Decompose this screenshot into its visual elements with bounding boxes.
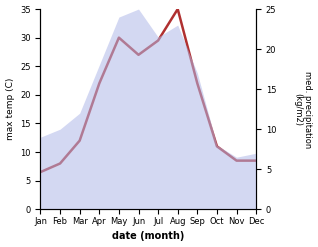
Y-axis label: med. precipitation
(kg/m2): med. precipitation (kg/m2) [293,71,313,148]
X-axis label: date (month): date (month) [112,231,184,242]
Y-axis label: max temp (C): max temp (C) [5,78,15,140]
